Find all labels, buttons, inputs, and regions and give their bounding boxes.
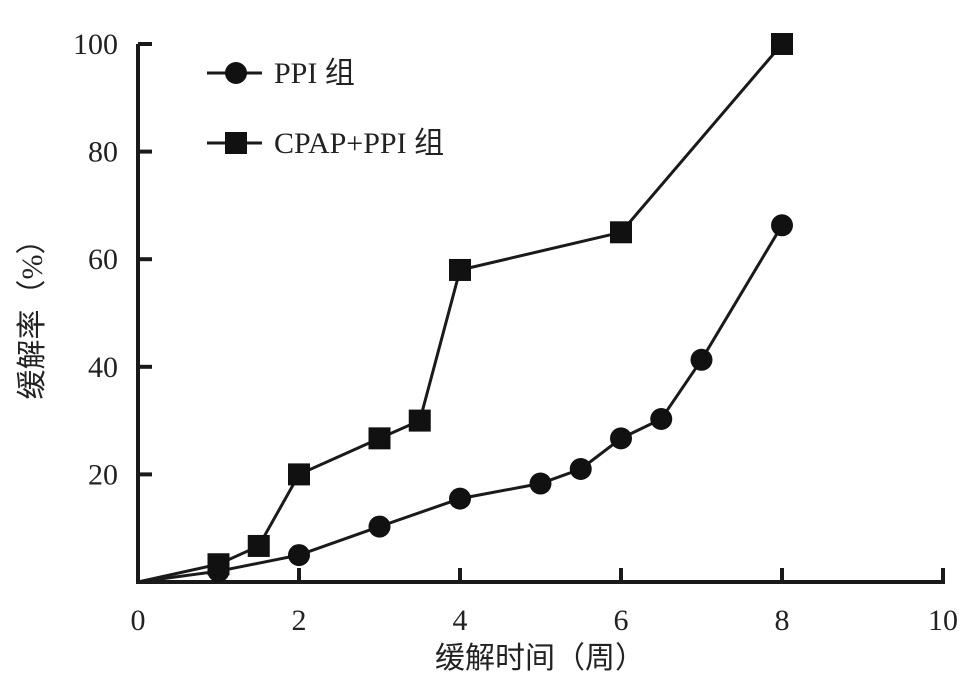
axes xyxy=(136,44,945,584)
legend-label-2: CPAP+PPI 组 xyxy=(274,127,444,160)
series-2-point-4 xyxy=(368,427,391,450)
series-1-point-4 xyxy=(449,487,471,510)
legend-marker-1 xyxy=(225,62,247,84)
series-1-point-10 xyxy=(771,214,793,237)
series-2-point-2 xyxy=(247,534,270,557)
series-1-point-6 xyxy=(569,458,592,481)
series-1-point-2 xyxy=(288,544,310,567)
series-1-point-9 xyxy=(690,348,713,371)
y-tick-label-100: 100 xyxy=(73,28,118,61)
y-axis-title: 缓解率（%） xyxy=(16,225,49,400)
series-1-point-5 xyxy=(529,472,552,495)
series-2-point-5 xyxy=(408,409,431,432)
series-2-point-7 xyxy=(610,221,632,244)
series-2-point-3 xyxy=(288,463,310,486)
x-tick-label-4: 4 xyxy=(453,604,468,637)
y-tick-label-80: 80 xyxy=(88,136,118,169)
series-2-point-8 xyxy=(771,33,793,55)
legend-marker-2 xyxy=(225,132,247,154)
y-tick-label-20: 20 xyxy=(88,458,118,491)
series-1-point-3 xyxy=(368,515,391,538)
series-1-point-7 xyxy=(610,427,632,450)
ticks: 0 2 4 6 8 10 20 40 60 80 100 xyxy=(73,28,958,637)
x-tick-label-8: 8 xyxy=(775,604,790,637)
x-tick-label-0: 0 xyxy=(131,604,146,637)
x-tick-label-10: 10 xyxy=(928,604,958,637)
y-tick-label-40: 40 xyxy=(88,351,118,384)
series-layer xyxy=(137,33,793,584)
x-axis-title: 缓解时间（周） xyxy=(435,642,645,675)
series-2-point-6 xyxy=(449,258,471,281)
x-tick-label-2: 2 xyxy=(292,604,307,637)
series-2-point-1 xyxy=(207,553,230,576)
x-tick-label-6: 6 xyxy=(614,604,629,637)
legend: PPI 组 CPAP+PPI 组 xyxy=(207,57,444,160)
legend-label-1: PPI 组 xyxy=(274,57,355,90)
series-2 xyxy=(137,33,793,584)
y-tick-label-60: 60 xyxy=(88,243,118,276)
series-1-point-8 xyxy=(650,407,673,430)
